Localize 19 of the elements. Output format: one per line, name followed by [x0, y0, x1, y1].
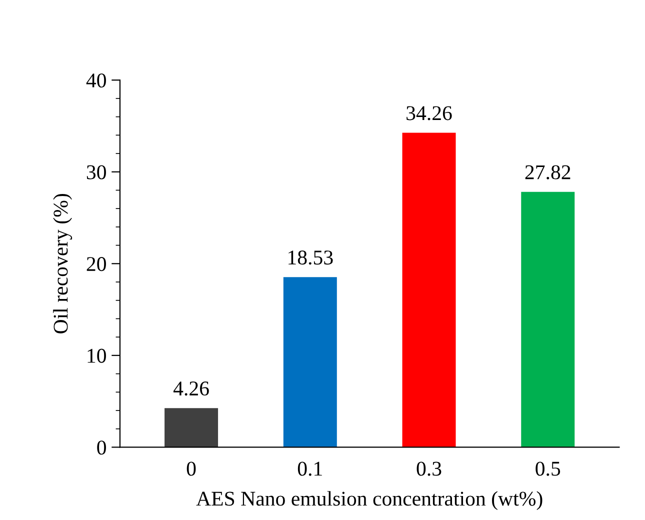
y-tick-label: 0	[97, 440, 106, 455]
data-label: 18.53	[288, 250, 333, 265]
y-tick-label: 30	[86, 165, 106, 180]
data-label: 27.82	[525, 165, 570, 180]
bar	[164, 408, 218, 448]
y-tick-label: 20	[86, 257, 106, 272]
x-tick-label: 0.1	[298, 462, 322, 476]
y-tick-label: 10	[88, 348, 106, 363]
x-axis-title: AES Nano emulsion concentration (wt%)	[196, 491, 542, 510]
data-label: 4.26	[173, 382, 209, 396]
x-tick-label: 0.5	[536, 462, 560, 476]
data-label: 34.26	[406, 106, 452, 120]
bar	[521, 192, 575, 448]
bar	[283, 277, 337, 448]
x-tick-label: 0	[186, 462, 196, 476]
y-tick-label: 40	[86, 73, 106, 88]
y-axis-title: Oil recovery (%)	[53, 194, 72, 334]
bar	[402, 132, 456, 448]
x-tick-label: 0.3	[416, 462, 442, 476]
